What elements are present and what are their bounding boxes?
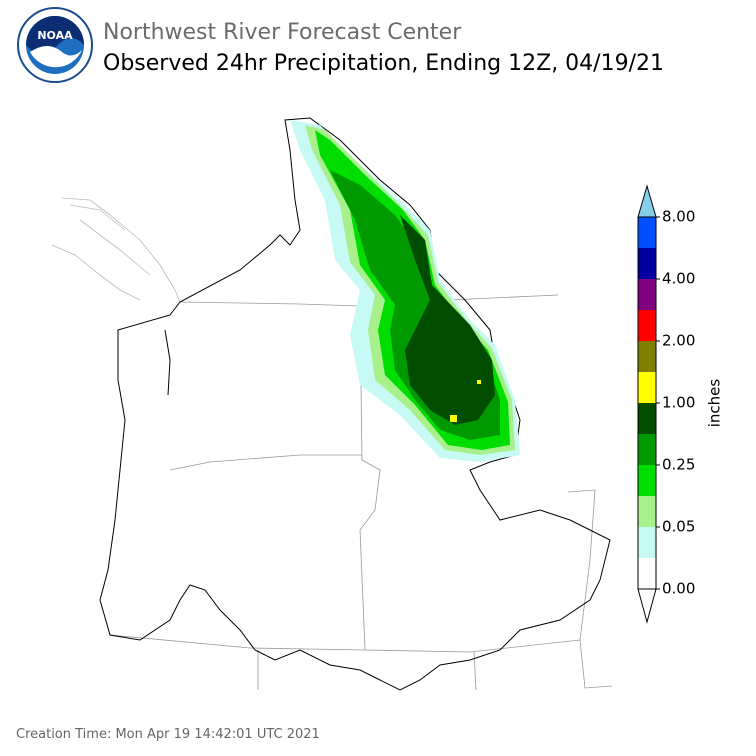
- colorbar-tick-label: 0.00: [662, 580, 695, 598]
- colorbar-band: [638, 403, 656, 434]
- colorbar-tick-label: 1.00: [662, 394, 695, 412]
- colorbar-band: [638, 248, 656, 279]
- colorbar-tick-label: 2.00: [662, 332, 695, 350]
- precipitation-areas: [290, 120, 520, 462]
- colorbar-extend-high: [637, 184, 657, 218]
- basin-outline: [99, 117, 611, 691]
- colorbar-band: [638, 310, 656, 341]
- colorbar-extend-low: [637, 588, 657, 624]
- colorbar-band: [638, 558, 656, 589]
- colorbar-tick-label: 0.05: [662, 518, 695, 536]
- colorbar-band: [638, 372, 656, 403]
- colorbar-band: [638, 434, 656, 465]
- colorbar-band: [638, 465, 656, 496]
- svg-text:NOAA: NOAA: [37, 29, 73, 42]
- legend-unit: inches: [706, 379, 724, 428]
- colorbar-tick-label: 0.25: [662, 456, 695, 474]
- creation-time: Creation Time: Mon Apr 19 14:42:01 UTC 2…: [16, 727, 320, 742]
- header-title: Observed 24hr Precipitation, Ending 12Z,…: [103, 51, 664, 76]
- colorbar-band: [638, 496, 656, 527]
- colorbar-tick-label: 4.00: [662, 270, 695, 288]
- colorbar-band: [638, 279, 656, 310]
- colorbar-band: [638, 217, 656, 248]
- colorbar-band: [638, 341, 656, 372]
- colorbar-band: [638, 527, 656, 558]
- header-org: Northwest River Forecast Center: [103, 20, 462, 45]
- noaa-logo: NOAA: [17, 7, 93, 83]
- colorbar-tick-label: 8.00: [662, 208, 695, 226]
- colorbar: 0.00 0.05 0.25 1.00 2.00 4.00 8.00: [637, 184, 695, 624]
- canada-coast: [51, 197, 181, 303]
